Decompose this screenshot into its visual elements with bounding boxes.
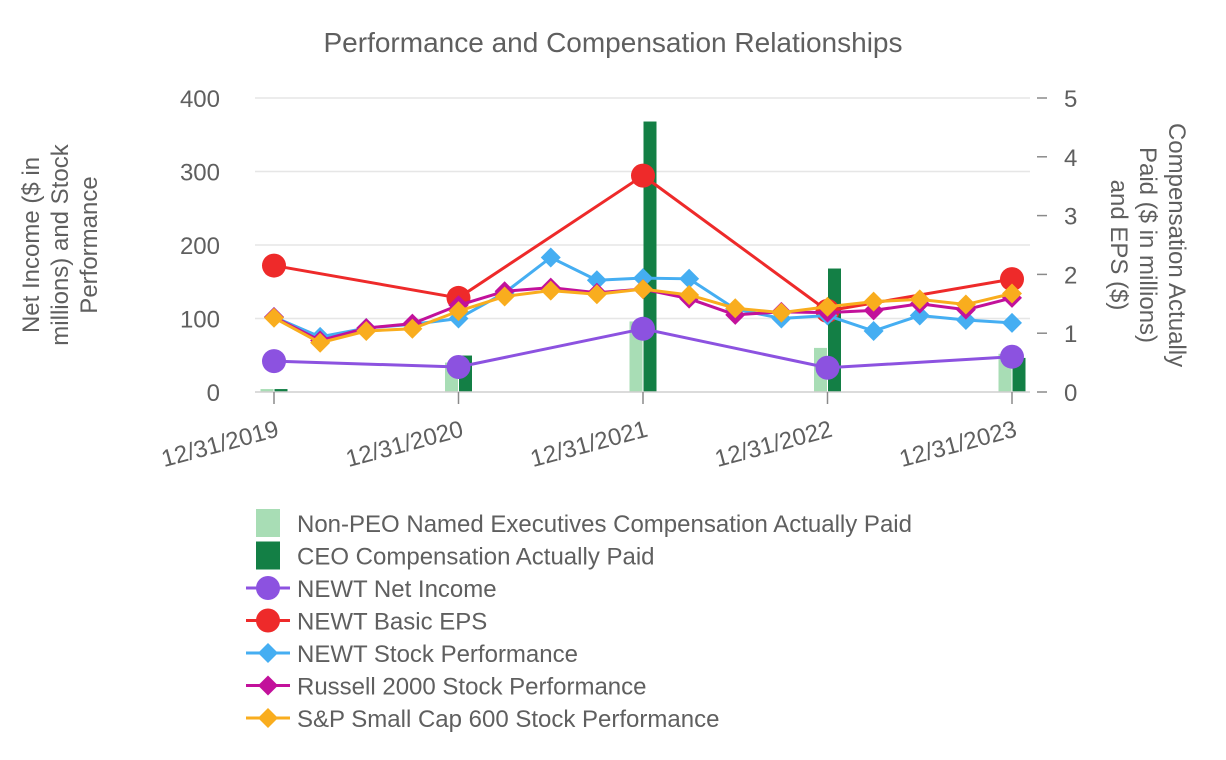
y-right-tick-label: 0 (1064, 380, 1077, 407)
newt_stock-legend-label: NEWT Stock Performance (297, 641, 578, 668)
eps-point (631, 163, 655, 188)
sp600-point (863, 291, 884, 312)
sp600-point (725, 298, 746, 319)
net_income-point (446, 355, 471, 380)
net_income-point (631, 316, 655, 341)
sp600-point (448, 301, 469, 322)
eps-point (262, 253, 286, 278)
newt_stock-point (955, 309, 976, 330)
ceo-legend-label: CEO Compensation Actually Paid (297, 544, 655, 571)
net_income-point (262, 349, 286, 374)
y-right-tick-label: 3 (1064, 204, 1077, 231)
sp600-point (264, 307, 284, 328)
net_income-point (815, 355, 840, 380)
y-left-axis-title-line: millions) and Stock (47, 143, 74, 345)
y-left-tick-label: 100 (180, 307, 220, 334)
x-tick-label: 12/31/2023 (897, 416, 1020, 473)
ceo-bar (643, 121, 657, 393)
sp600-point (1002, 283, 1022, 304)
y-right-tick-label: 2 (1064, 262, 1077, 289)
y-left-axis-title-line: Net Income ($ in (18, 157, 45, 333)
russell-legend-marker (258, 675, 278, 696)
y-left-tick-label: 0 (207, 380, 220, 407)
x-tick-label: 12/31/2022 (712, 416, 835, 473)
x-tick-label: 12/31/2019 (159, 416, 282, 473)
bar-series (260, 121, 1026, 393)
sp600-point (402, 318, 423, 339)
y-left-axis-title: Net Income ($ inmillions) and StockPerfo… (18, 143, 103, 345)
newt_stock-point (633, 268, 653, 289)
y-right-axis-title-line: Compensation Actually (1163, 123, 1190, 367)
newt_stock-point (540, 247, 561, 268)
net_income-legend-label: NEWT Net Income (297, 576, 497, 603)
eps-legend-marker (256, 608, 280, 633)
sp600-point (586, 284, 607, 305)
y-right-tick-label: 4 (1064, 145, 1077, 172)
nonpeo-legend-swatch (256, 509, 280, 537)
line-series (262, 163, 1024, 380)
sp600-point (633, 279, 653, 300)
sp600-point (771, 302, 792, 323)
russell-legend-label: Russell 2000 Stock Performance (297, 674, 647, 701)
newt_stock-point (586, 270, 607, 291)
chart-title: Performance and Compensation Relationshi… (324, 27, 903, 58)
x-tick-label: 12/31/2020 (343, 416, 466, 473)
net_income-point (1000, 344, 1024, 369)
ceo-legend-swatch (256, 541, 280, 570)
legend: Non-PEO Named Executives Compensation Ac… (246, 509, 912, 733)
y-right-tick-label: 1 (1064, 321, 1077, 348)
ceo-bar (274, 389, 288, 392)
sp600-point (679, 284, 700, 305)
newt_stock-point (1002, 312, 1022, 333)
eps-legend-label: NEWT Basic EPS (297, 609, 487, 636)
newt_stock-legend-marker (258, 643, 278, 663)
y-right-axis-title-line: Paid ($ in millions) (1134, 147, 1161, 343)
sp600-point (540, 280, 561, 301)
newt_stock-point (909, 305, 930, 326)
eps-point (1000, 267, 1024, 292)
y-right-axis-title: Compensation ActuallyPaid ($ in millions… (1105, 123, 1190, 367)
y-left-tick-label: 200 (180, 233, 220, 260)
sp600-point (817, 296, 838, 317)
y-right-axis-title-line: and EPS ($) (1105, 180, 1132, 311)
y-right-tick-label: 5 (1064, 86, 1077, 113)
nonpeo-legend-label: Non-PEO Named Executives Compensation Ac… (297, 511, 912, 538)
sp600-point (310, 332, 331, 353)
sp600-point (955, 294, 976, 315)
y-left-tick-label: 400 (180, 86, 220, 113)
y-left-tick-label: 300 (180, 160, 220, 187)
nonpeo-bar (260, 389, 274, 392)
sp600-legend-marker (258, 708, 278, 728)
y-left-axis-title-line: Performance (76, 176, 103, 313)
net_income-legend-marker (256, 576, 280, 600)
x-tick-label: 12/31/2021 (528, 416, 651, 473)
newt_stock-point (679, 268, 700, 289)
sp600-point (909, 289, 930, 310)
sp600-point (356, 320, 377, 341)
sp600-legend-label: S&P Small Cap 600 Stock Performance (297, 706, 719, 733)
sp600-point (494, 286, 515, 307)
newt_stock-point (863, 320, 884, 341)
